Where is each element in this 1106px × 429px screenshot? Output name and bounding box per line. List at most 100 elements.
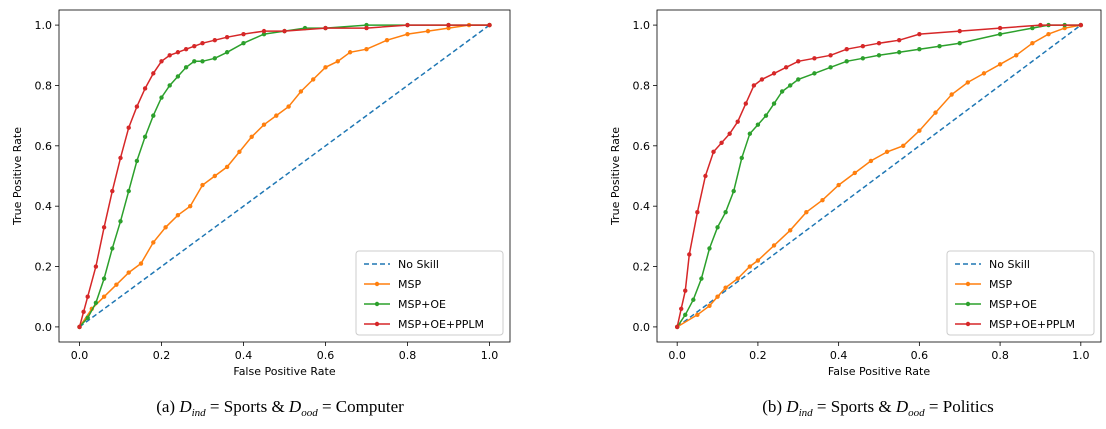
data-point-msp-oe — [192, 59, 197, 64]
data-point-msp-oe-pplm — [282, 28, 287, 34]
data-point-msp-oe-pplm — [674, 324, 680, 330]
data-point-msp — [868, 158, 874, 164]
data-point-msp-oe-pplm — [192, 44, 197, 49]
caption-ind-symbol: D — [785, 397, 799, 416]
data-point-msp-oe — [723, 210, 728, 215]
series-line-msp — [78, 24, 490, 328]
data-point-msp — [298, 89, 304, 94]
data-point-msp-oe-pplm — [735, 119, 740, 124]
data-point-msp-oe-pplm — [957, 28, 962, 34]
data-point-msp — [695, 312, 700, 318]
data-point-msp-oe — [997, 31, 1003, 37]
data-point-msp — [323, 65, 328, 70]
data-point-msp-oe — [364, 22, 369, 28]
x-tick-label: 0.4 — [830, 349, 848, 362]
data-point-msp-oe-pplm — [212, 37, 217, 43]
legend-marker-msp-oe — [965, 301, 971, 307]
data-point-msp-oe — [118, 219, 123, 224]
data-point-msp-oe — [93, 300, 99, 305]
panel-caption: (a) Dind = Sports & Dood = Computer — [156, 397, 404, 419]
data-point-msp-oe-pplm — [1038, 22, 1043, 28]
data-point-msp-oe — [715, 225, 720, 230]
data-point-msp-oe — [763, 113, 769, 118]
legend-label-msp-oe: MSP+OE — [989, 298, 1037, 311]
data-point-msp-oe — [707, 246, 712, 251]
data-point-msp-oe-pplm — [844, 47, 849, 52]
legend-label-msp-oe: MSP+OE — [398, 298, 446, 311]
caption-ood-value: = Computer — [318, 397, 404, 416]
series-line-msp — [676, 24, 1081, 328]
y-tick-label: 1.0 — [35, 19, 53, 32]
data-point-msp-oe-pplm — [101, 225, 107, 230]
data-point-msp-oe-pplm — [917, 31, 922, 37]
data-point-msp-oe — [159, 95, 164, 100]
legend-marker-msp-oe — [374, 301, 380, 307]
x-tick-label: 0.6 — [317, 349, 335, 362]
data-point-msp-oe — [796, 77, 801, 82]
caption-ood-symbol: D — [288, 397, 302, 416]
plot-area-frame — [656, 9, 1102, 343]
data-point-msp-oe-pplm — [151, 71, 156, 76]
data-point-msp — [747, 264, 753, 269]
data-point-msp — [997, 62, 1003, 67]
x-tick-label: 0.8 — [991, 349, 1009, 362]
y-tick-label: 0.0 — [35, 321, 53, 334]
data-point-msp-oe-pplm — [142, 86, 148, 91]
data-point-msp-oe — [142, 134, 148, 139]
x-tick-label: 0.2 — [153, 349, 171, 362]
data-point-msp-oe-pplm — [727, 131, 732, 136]
data-point-msp-oe-pplm — [751, 83, 757, 88]
data-point-msp — [735, 276, 740, 281]
data-point-msp-oe-pplm — [183, 47, 189, 52]
data-point-msp-oe-pplm — [683, 288, 688, 293]
legend-marker-msp-oe-pplm — [374, 321, 380, 327]
data-point-msp-oe — [896, 50, 902, 55]
data-point-msp — [175, 213, 181, 218]
data-point-msp — [1030, 41, 1035, 46]
data-point-msp-oe-pplm — [261, 28, 267, 34]
data-point-msp — [151, 240, 156, 245]
data-point-msp-oe — [957, 41, 962, 46]
data-point-msp-oe-pplm — [711, 149, 716, 155]
data-point-msp-oe — [175, 74, 181, 79]
data-point-msp — [965, 80, 970, 85]
data-point-msp-oe — [844, 59, 849, 64]
data-point-msp-oe-pplm — [759, 77, 765, 82]
data-point-msp — [804, 210, 809, 215]
data-point-msp-oe-pplm — [719, 140, 724, 145]
data-point-msp-oe — [151, 113, 156, 118]
data-point-msp — [715, 294, 720, 299]
caption-prefix: (b) — [762, 397, 786, 416]
caption-ood-subscript: ood — [908, 407, 925, 419]
data-point-msp-oe-pplm — [167, 53, 172, 58]
data-point-msp-oe-pplm — [93, 264, 99, 269]
x-axis-label: False Positive Rate — [828, 365, 930, 378]
data-point-msp — [261, 122, 267, 127]
data-point-msp — [138, 261, 144, 266]
x-axis-label: False Positive Rate — [233, 365, 335, 378]
y-tick-label: 0.2 — [633, 261, 651, 274]
data-point-msp-oe-pplm — [771, 71, 777, 76]
data-point-msp-oe — [828, 65, 833, 70]
data-point-msp-oe — [937, 44, 942, 49]
data-point-msp — [101, 294, 107, 299]
data-point-msp-oe — [876, 53, 882, 58]
data-point-msp — [249, 134, 254, 139]
data-point-msp-oe — [212, 56, 217, 61]
data-point-msp — [114, 282, 119, 287]
roc-panel-b: 0.0 0.2 0.4 0.6 0.8 1.0 0.0 0.2 0.4 0.6 0.8 1.0 Fals… — [609, 9, 1102, 419]
x-tick-label: 0.8 — [399, 349, 417, 362]
data-point-msp-oe-pplm — [364, 25, 369, 31]
y-tick-label: 0.6 — [633, 140, 651, 153]
data-point-msp — [335, 59, 340, 64]
caption-ind-subscript: ind — [192, 407, 207, 419]
series-line-no-skill — [676, 24, 1082, 328]
y-tick-label: 0.2 — [35, 261, 53, 274]
data-point-msp — [981, 71, 987, 76]
caption-ind-symbol: D — [178, 397, 192, 416]
data-point-msp — [771, 243, 777, 248]
data-point-msp — [933, 110, 938, 115]
y-tick-label: 0.4 — [633, 200, 651, 213]
data-point-msp-oe — [224, 50, 230, 55]
